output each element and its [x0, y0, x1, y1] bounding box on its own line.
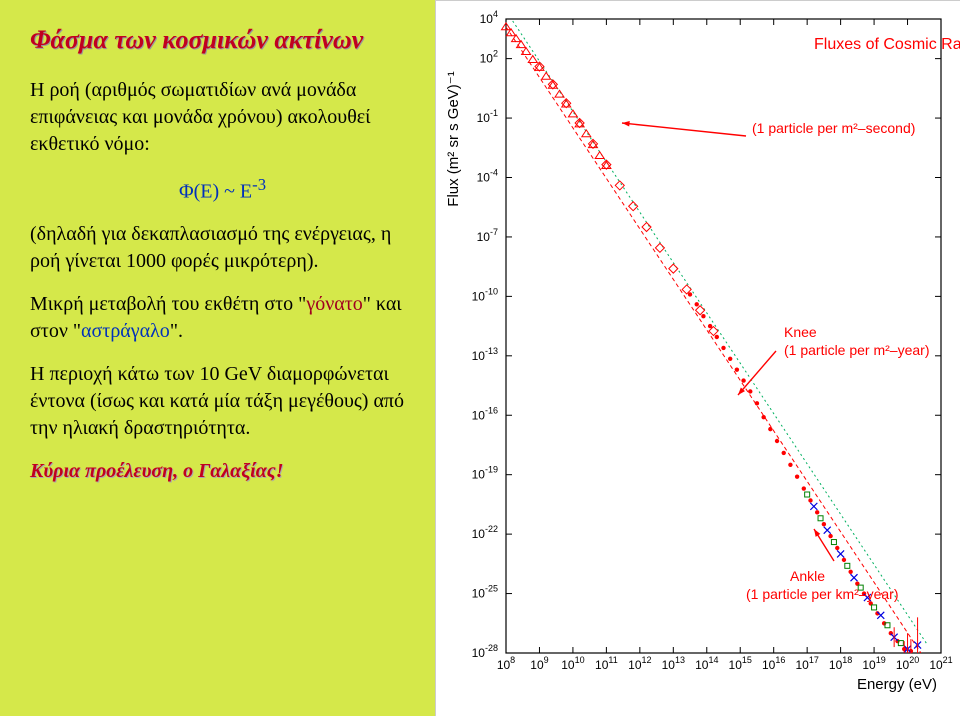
- paragraph-5: Κύρια προέλευση, ο Γαλαξίας!: [30, 458, 415, 485]
- svg-text:(1 particle per m²–year): (1 particle per m²–year): [784, 342, 930, 358]
- text-panel: Φάσμα των κοσμικών ακτίνων Η ροή (αριθμό…: [0, 0, 435, 716]
- svg-text:10-25: 10-25: [472, 584, 498, 601]
- paragraph-3: Μικρή μεταβολή του εκθέτη στο "γόνατο" κ…: [30, 291, 415, 345]
- svg-text:1021: 1021: [929, 655, 952, 672]
- knee-word: γόνατο: [306, 293, 362, 315]
- svg-text:1014: 1014: [695, 655, 718, 672]
- svg-text:1016: 1016: [762, 655, 785, 672]
- svg-text:Knee: Knee: [784, 324, 817, 340]
- paragraph-4: Η περιοχή κάτω των 10 GeV διαμορφώνεται …: [30, 361, 415, 442]
- svg-text:1020: 1020: [896, 655, 919, 672]
- svg-text:10-7: 10-7: [477, 227, 498, 244]
- svg-text:1017: 1017: [795, 655, 818, 672]
- equation-base: Φ(E) ~ E: [179, 180, 252, 202]
- svg-text:1010: 1010: [561, 655, 584, 672]
- equation-exponent: -3: [252, 175, 266, 194]
- svg-text:1015: 1015: [729, 655, 752, 672]
- svg-text:108: 108: [497, 655, 515, 672]
- svg-text:109: 109: [530, 655, 548, 672]
- slide-title: Φάσμα των κοσμικών ακτίνων: [30, 24, 415, 57]
- svg-text:10-22: 10-22: [472, 524, 498, 541]
- svg-text:10-1: 10-1: [477, 108, 498, 125]
- svg-text:Ankle: Ankle: [790, 568, 825, 584]
- svg-text:Energy (eV): Energy (eV): [857, 676, 937, 693]
- cosmic-ray-flux-chart: 108 109 1010 1011 1012 1013 1014 1015 1016 1017 10…: [436, 1, 960, 717]
- svg-text:104: 104: [480, 9, 498, 26]
- svg-text:10-16: 10-16: [472, 405, 498, 422]
- svg-text:1018: 1018: [829, 655, 852, 672]
- chart-panel: 108 109 1010 1011 1012 1013 1014 1015 1016 1017 10…: [435, 0, 960, 716]
- svg-text:102: 102: [480, 49, 498, 66]
- svg-text:1012: 1012: [628, 655, 651, 672]
- svg-text:(1 particle per km²–year): (1 particle per km²–year): [746, 586, 899, 602]
- svg-text:1013: 1013: [662, 655, 685, 672]
- svg-text:Flux (m² sr s GeV)⁻¹: Flux (m² sr s GeV)⁻¹: [445, 71, 462, 206]
- paragraph-1: Η ροή (αριθμός σωματιδίων ανά μονάδα επι…: [30, 77, 415, 158]
- svg-text:Fluxes of Cosmic Rays: Fluxes of Cosmic Rays: [814, 36, 960, 53]
- svg-text:(1 particle per m²–second): (1 particle per m²–second): [752, 120, 915, 136]
- svg-text:10-10: 10-10: [472, 286, 498, 303]
- svg-text:1019: 1019: [862, 655, 885, 672]
- svg-text:10-28: 10-28: [472, 643, 498, 660]
- svg-text:10-4: 10-4: [477, 168, 498, 185]
- svg-text:1011: 1011: [595, 655, 618, 672]
- svg-text:10-13: 10-13: [472, 346, 498, 363]
- paragraph-2: (δηλαδή για δεκαπλασιασμό της ενέργειας,…: [30, 221, 415, 275]
- equation: Φ(E) ~ E-3: [30, 174, 415, 206]
- svg-text:10-19: 10-19: [472, 465, 498, 482]
- ankle-word: αστράγαλο: [81, 320, 170, 342]
